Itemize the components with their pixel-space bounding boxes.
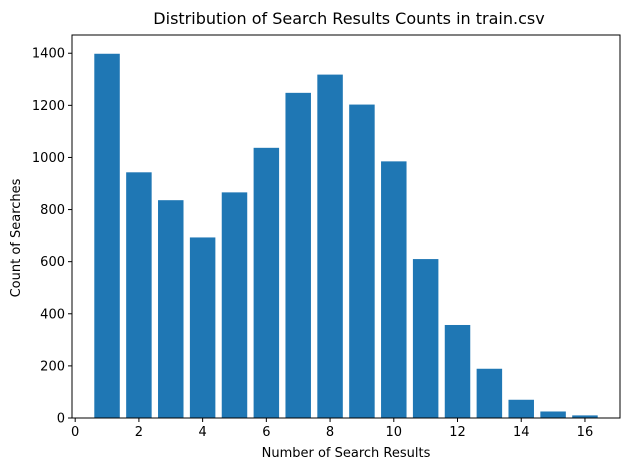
bar-12 bbox=[444, 324, 471, 418]
y-tick-label: 1000 bbox=[32, 151, 65, 166]
bar-9 bbox=[349, 104, 375, 418]
x-axis-label: Number of Search Results bbox=[262, 446, 431, 461]
bar-10 bbox=[381, 161, 407, 418]
x-tick-label: 2 bbox=[135, 425, 143, 440]
bar-13 bbox=[476, 368, 503, 418]
x-tick-label: 16 bbox=[577, 425, 594, 440]
bar-6 bbox=[253, 147, 280, 418]
y-tick-label: 800 bbox=[40, 203, 65, 218]
y-tick-label: 0 bbox=[57, 412, 65, 427]
bars-group bbox=[94, 53, 598, 418]
bar-3 bbox=[158, 200, 184, 418]
bar-1 bbox=[94, 53, 120, 418]
y-tick-label: 1200 bbox=[32, 99, 65, 114]
x-tick-label: 8 bbox=[326, 425, 334, 440]
bar-4 bbox=[189, 237, 216, 418]
bar-11 bbox=[412, 259, 439, 418]
x-axis-ticks: 0 2 4 6 8 10 12 14 16 bbox=[71, 418, 593, 440]
bar-16 bbox=[572, 415, 598, 418]
chart-title: Distribution of Search Results Counts in… bbox=[153, 9, 544, 28]
y-tick-label: 600 bbox=[40, 255, 65, 270]
bar-14 bbox=[508, 399, 534, 418]
x-tick-label: 0 bbox=[71, 425, 79, 440]
x-tick-label: 6 bbox=[262, 425, 270, 440]
y-tick-label: 200 bbox=[40, 359, 65, 374]
bar-7 bbox=[285, 92, 311, 418]
x-tick-label: 10 bbox=[386, 425, 403, 440]
y-tick-label: 1400 bbox=[32, 47, 65, 62]
bar-8 bbox=[317, 74, 343, 418]
bar-15 bbox=[540, 411, 566, 418]
x-tick-label: 14 bbox=[513, 425, 530, 440]
y-axis-label: Count of Searches bbox=[9, 178, 24, 297]
plot-frame bbox=[71, 34, 621, 419]
bar-2 bbox=[126, 172, 152, 418]
y-tick-label: 400 bbox=[40, 307, 65, 322]
bar-5 bbox=[221, 192, 248, 418]
x-tick-label: 12 bbox=[449, 425, 466, 440]
x-tick-label: 4 bbox=[198, 425, 206, 440]
y-axis-ticks: 0 200 400 600 800 1000 1200 1400 bbox=[32, 47, 72, 427]
